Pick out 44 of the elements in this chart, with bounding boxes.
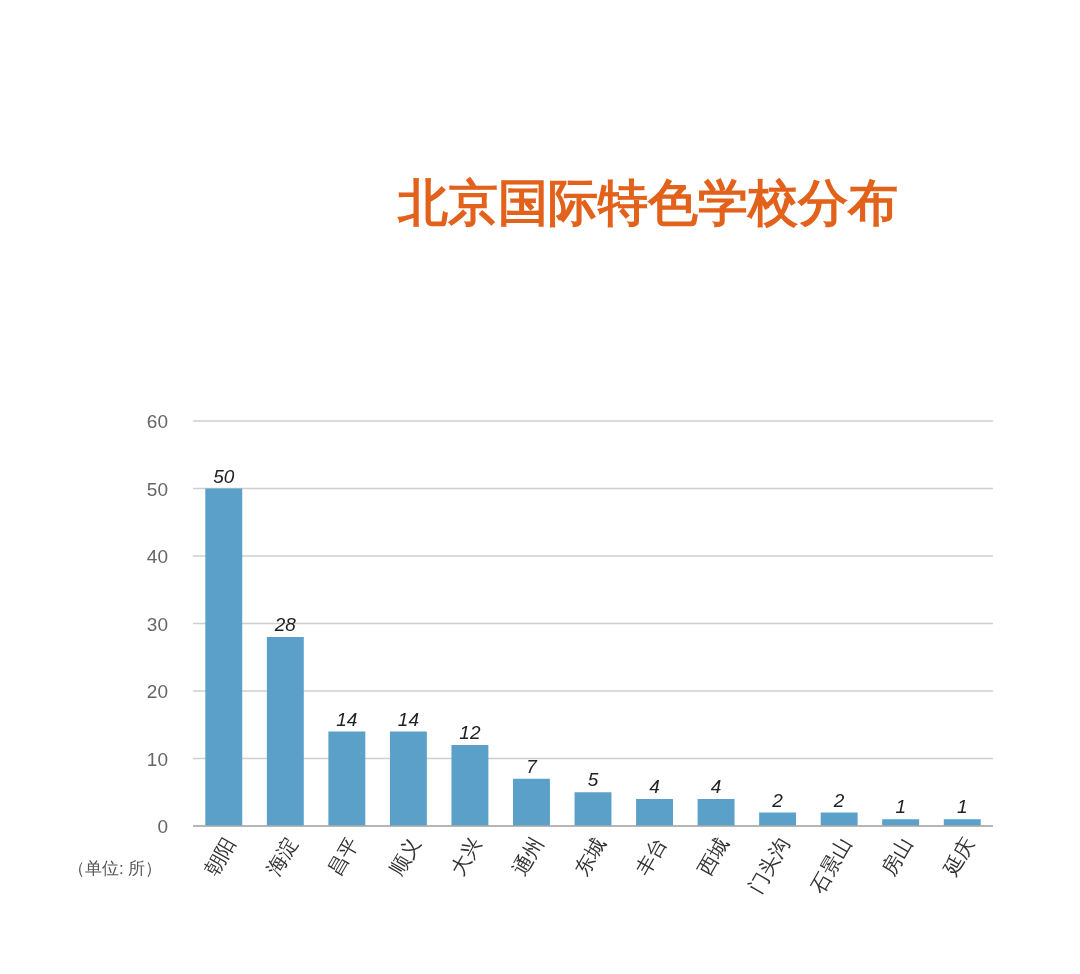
- data-label: 28: [273, 614, 297, 635]
- x-tick-label: 石景山: [806, 833, 856, 897]
- x-tick-label: 延庆: [938, 833, 979, 881]
- y-tick-label: 40: [146, 546, 168, 567]
- text: （单位: 所）: [68, 859, 163, 878]
- bar: [205, 488, 243, 826]
- y-tick-label: 20: [146, 681, 168, 702]
- data-label: 50: [213, 465, 235, 487]
- data-label: 14: [397, 708, 419, 730]
- bar: [389, 731, 427, 826]
- x-tick-label: 西城: [693, 833, 733, 880]
- data-label: 12: [459, 722, 481, 743]
- x-tick-label: 通州: [508, 833, 548, 880]
- y-tick-label: 0: [157, 816, 168, 837]
- bar: [574, 792, 612, 826]
- data-label: 2: [771, 789, 784, 811]
- data-label: 7: [526, 755, 539, 777]
- data-label: 14: [336, 708, 358, 730]
- x-tick-label: 朝阳: [200, 833, 240, 880]
- data-label: 4: [710, 776, 722, 797]
- bar: [451, 745, 489, 826]
- x-tick-label: 大兴: [446, 833, 486, 880]
- data-label: 4: [649, 776, 660, 797]
- x-tick-label: 门头沟: [744, 833, 794, 897]
- x-tick-label: 东城: [569, 833, 610, 880]
- y-tick-label: 30: [146, 613, 168, 635]
- bar: [328, 731, 366, 826]
- x-tick-label: 房山: [877, 833, 917, 880]
- y-tick-label: 50: [146, 478, 168, 500]
- x-tick-label: 海淀: [262, 833, 302, 880]
- bar: [636, 799, 673, 826]
- bar: [513, 778, 550, 826]
- x-tick-label: 昌平: [323, 833, 363, 880]
- data-label: 5: [587, 769, 599, 791]
- bar: [266, 637, 304, 826]
- data-label: 1: [895, 796, 906, 818]
- bar: [697, 799, 735, 826]
- y-tick-label: 10: [146, 748, 168, 770]
- chart-title: 北京国际特色学校分布: [397, 175, 898, 231]
- y-tick-label: 60: [146, 411, 168, 432]
- x-tick-label: 丰台: [631, 833, 671, 880]
- data-label: 2: [832, 789, 845, 811]
- x-tick-label: 顺义: [385, 833, 425, 880]
- data-label: 1: [956, 796, 968, 818]
